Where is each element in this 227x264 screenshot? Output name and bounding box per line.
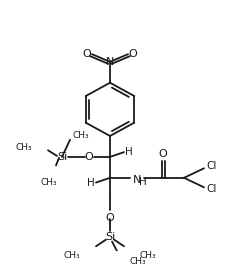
Text: N: N [132, 175, 141, 185]
Text: H: H [125, 147, 132, 157]
Text: O: O [105, 213, 114, 223]
Text: CH₃: CH₃ [15, 143, 32, 152]
Text: CH₃: CH₃ [40, 178, 57, 187]
Text: CH₃: CH₃ [129, 257, 146, 264]
Text: Si: Si [104, 232, 115, 242]
Text: H: H [138, 177, 146, 187]
Text: Si: Si [57, 152, 67, 162]
Text: CH₃: CH₃ [73, 131, 89, 140]
Text: N: N [105, 57, 114, 67]
Text: O: O [158, 149, 167, 159]
Text: CH₃: CH₃ [63, 251, 80, 260]
Text: Cl: Cl [206, 184, 216, 194]
Text: H: H [87, 178, 94, 187]
Text: CH₃: CH₃ [139, 251, 156, 260]
Text: O: O [82, 49, 91, 59]
Text: O: O [128, 49, 137, 59]
Text: Cl: Cl [206, 161, 216, 171]
Text: O: O [84, 152, 93, 162]
